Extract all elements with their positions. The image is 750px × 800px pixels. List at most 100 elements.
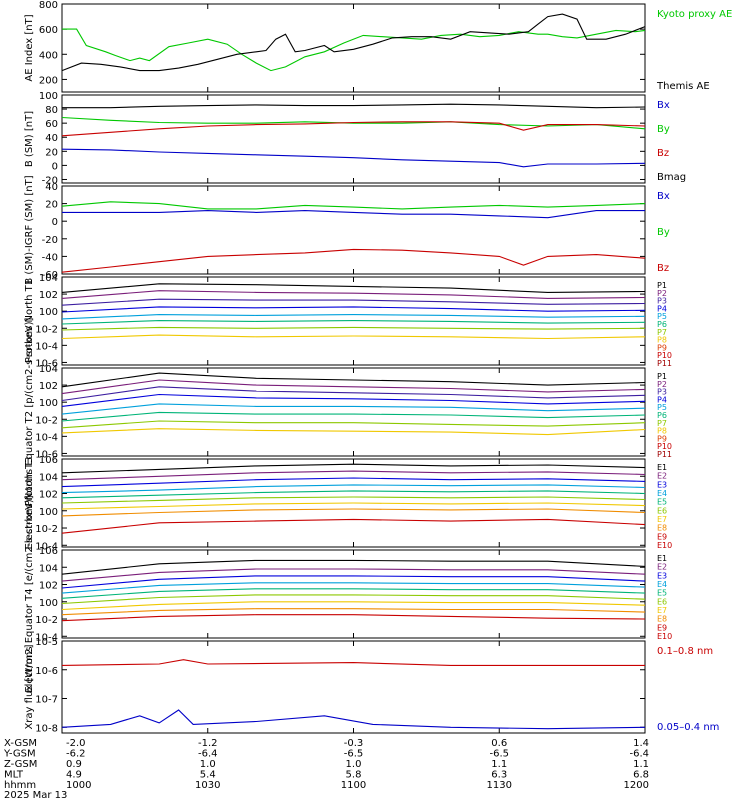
series-line-bsm-Bmag (62, 103, 646, 109)
y-tick-label-ae: 200 (39, 75, 58, 86)
series-line-e_north-E3 (61, 477, 646, 488)
y-tick-label-bsm: 0 (52, 161, 58, 172)
legend-item-p_equator: P3 (657, 388, 667, 397)
y-tick-label-p_north: 100 (39, 307, 58, 318)
series-line-e_north-E4 (61, 484, 646, 494)
legend-item-bsm: Bx (657, 100, 670, 111)
y-tick-label-p_north: 10-6 (35, 358, 58, 369)
y-tick-label-p_north: 102 (39, 290, 58, 301)
y-tick-label-e_north: 10-4 (35, 541, 58, 552)
legend-item-xray: 0.05–0.4 nm (657, 722, 719, 733)
y-tick-label-bigrf: -20 (42, 235, 58, 246)
y-tick-label-p_equator: 10-4 (35, 432, 58, 443)
panel-ylabel-bsm: B (SM) [nT] (24, 111, 35, 167)
y-tick-label-p_equator: 100 (39, 398, 58, 409)
legend-item-p_north: P9 (657, 343, 667, 352)
ephem-value: 1000 (66, 780, 91, 791)
y-tick-label-bsm: -20 (42, 175, 58, 186)
legend-item-e_north: E4 (657, 489, 667, 498)
series-line-p_equator-P6 (61, 411, 646, 422)
ephem-date: 2025 Mar 13 (4, 790, 67, 800)
series-line-bigrf-Bz (61, 248, 646, 273)
y-tick-label-p_equator: 102 (39, 381, 58, 392)
ephem-row-label: hhmm (4, 780, 36, 791)
ephem-value: 6.8 (633, 770, 649, 781)
series-line-p_north-P8 (61, 334, 646, 340)
legend-item-p_equator: P11 (657, 450, 672, 459)
y-tick-label-e_equator: 10-4 (35, 632, 58, 643)
y-tick-label-bigrf: 40 (45, 182, 58, 193)
y-tick-label-ae: 400 (39, 50, 58, 61)
ephem-value: -1.2 (198, 738, 218, 749)
legend-item-e_north: E3 (657, 480, 667, 489)
legend-item-e_equator: E8 (657, 615, 667, 624)
legend-item-bsm: By (657, 124, 670, 135)
y-tick-label-e_equator: 100 (39, 598, 58, 609)
ephem-value: 6.3 (491, 770, 507, 781)
legend-item-p_equator: P5 (657, 403, 667, 412)
ephem-value: 5.8 (346, 770, 362, 781)
legend-item-e_equator: E6 (657, 597, 667, 606)
y-tick-label-e_north: 106 (39, 455, 58, 466)
legend-item-e_equator: E3 (657, 571, 667, 580)
series-line-p_north-P5 (61, 314, 646, 320)
legend-item-p_equator: P8 (657, 427, 667, 436)
legend-item-e_equator: E2 (657, 563, 667, 572)
legend-item-bigrf: Bx (657, 191, 670, 202)
ephem-value: 1.1 (633, 759, 649, 770)
series-line-p_equator-P4 (61, 393, 646, 407)
series-line-p_equator-P8 (61, 428, 646, 436)
ephem-value: -6.5 (344, 749, 364, 760)
series-line-e_equator-E7 (61, 601, 646, 611)
series-line-p_equator-P1 (61, 372, 646, 388)
legend-item-e_north: E6 (657, 506, 667, 515)
series-line-e_north-E8 (61, 508, 646, 517)
legend-item-e_north: E1 (657, 463, 667, 472)
legend-item-p_equator: P7 (657, 419, 667, 428)
y-tick-label-p_equator: 10-6 (35, 449, 58, 460)
y-tick-label-ae: 600 (39, 25, 58, 36)
legend-item-e_equator: E9 (657, 623, 667, 632)
series-line-p_equator-P7 (61, 420, 646, 429)
legend-item-p_north: P7 (657, 328, 667, 337)
series-line-p_north-P6 (61, 320, 646, 325)
legend-item-p_north: P1 (657, 281, 667, 290)
ephem-value: -0.3 (344, 738, 364, 749)
y-tick-label-e_north: 102 (39, 490, 58, 501)
y-tick-label-p_north: 104 (39, 273, 58, 284)
panel-ylabel-p_north: Protons North T1 (24, 279, 35, 363)
panel-ylabel-e_north: Electrons North T3 (24, 456, 35, 549)
y-tick-label-bsm: 80 (45, 105, 58, 116)
series-line-bigrf-By (61, 201, 646, 210)
legend-item-p_north: P11 (657, 359, 672, 368)
legend-item-ae: Kyoto proxy AE (657, 9, 732, 20)
series-line-e_north-E6 (61, 496, 646, 504)
y-tick-label-bsm: 40 (45, 133, 58, 144)
panel-ylabel-e_equator: Electrons Equator T4 [e/(cm2-s-sr-keV)] (24, 495, 35, 692)
legend-item-ae: Themis AE (656, 81, 710, 92)
legend-item-p_north: P3 (657, 297, 667, 306)
series-line-p_north-P3 (61, 298, 646, 306)
series-line-e_equator-E4 (61, 582, 646, 594)
y-tick-label-bsm: 60 (45, 119, 58, 130)
legend-item-p_equator: P1 (657, 372, 667, 381)
series-line-e_north-E1 (61, 463, 646, 474)
series-line-bsm-Bx (61, 148, 646, 168)
legend-item-bigrf: Bz (657, 263, 669, 274)
y-tick-label-xray: 10-6 (35, 666, 58, 677)
y-tick-label-bigrf: -40 (42, 252, 58, 263)
ephem-row-label: Y-GSM (3, 749, 36, 760)
ephem-value: -6.2 (66, 749, 86, 760)
series-line-xray-0-1-0-8-nm (61, 659, 645, 666)
series-line-e_equator-E5 (61, 588, 646, 599)
legend-item-p_equator: P2 (657, 380, 667, 389)
ephem-value: 5.4 (200, 770, 216, 781)
y-tick-label-e_equator: 104 (39, 563, 58, 574)
series-line-xray-0-05-0-4-nm (61, 709, 646, 730)
ephem-value: 1130 (487, 780, 512, 791)
series-line-bigrf-Bx (62, 210, 645, 219)
ephem-value: 1200 (624, 780, 649, 791)
ephem-value: 0.9 (66, 759, 82, 770)
legend-item-e_north: E9 (657, 532, 667, 541)
